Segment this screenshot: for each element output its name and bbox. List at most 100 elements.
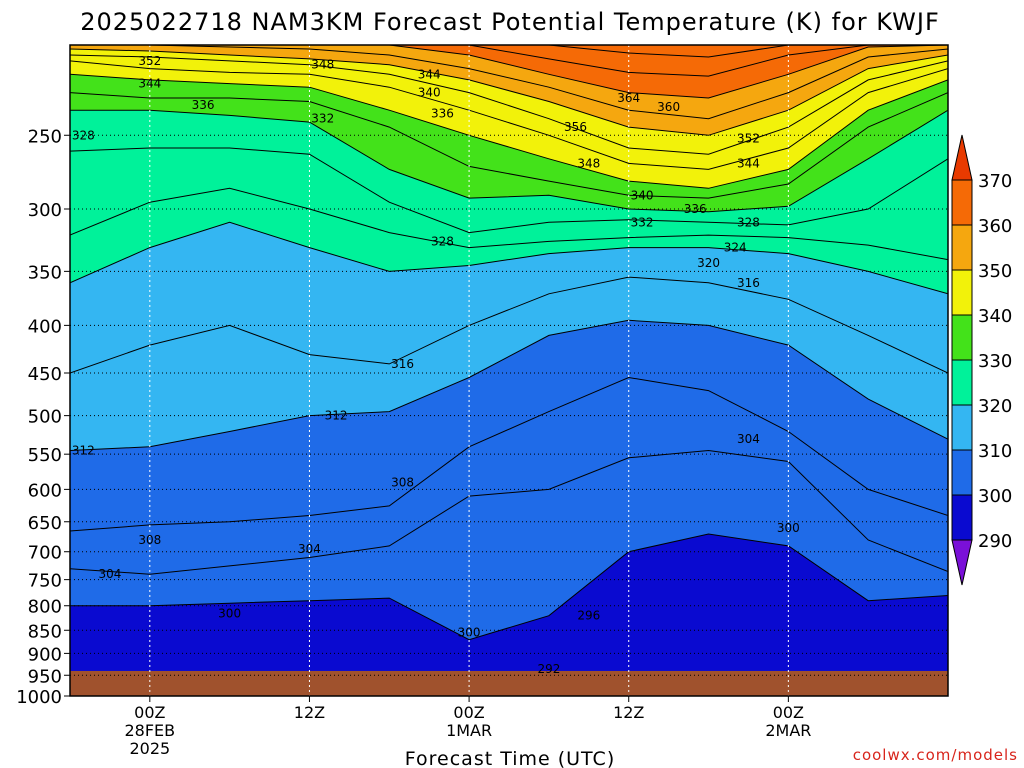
contour-label: 356 [564,120,587,134]
isentrope-336 [70,92,948,199]
colorbar-label: 300 [978,486,1012,507]
contour-label: 328 [72,128,95,142]
contour-label: 364 [617,91,640,105]
y-tick-label: 750 [28,571,62,592]
plot-frame [69,44,949,697]
y-tick-label: 250 [28,126,62,147]
isentrope-356 [70,45,948,120]
colorbar: 290 300 310 320 330 340 350 360 370 [951,134,1012,586]
plot-area: 352 344 348 344 340 336 336 332 328 364 360 356 352 3… [70,45,948,696]
colorbar-segment [951,494,973,541]
contour-label: 336 [684,202,707,216]
colorbar-label: 370 [978,171,1012,192]
isentrope-304 [70,449,948,575]
contour-label: 308 [391,476,414,490]
x-tick-label: 1MAR [446,721,492,740]
y-tick-label: 900 [28,644,62,665]
colorbar-label: 320 [978,396,1012,417]
isentrope-348 [70,54,948,155]
y-tick-label: 950 [28,666,62,687]
isentrope-300 [70,533,948,641]
contour-label: 300 [777,521,800,535]
colorbar-segment [951,314,973,361]
y-tick-label: 850 [28,621,62,642]
contour-label: 340 [631,188,654,202]
contour-label: 320 [697,256,720,270]
y-tick-label: 500 [28,407,62,428]
isentrope-312 [70,319,948,451]
y-tick-label: 700 [28,543,62,564]
colorbar-segment [951,269,973,316]
colorbar-segment [951,449,973,496]
contour-label: 360 [657,100,680,114]
colorbar-top-arrow [951,134,973,181]
y-tick-label: 450 [28,364,62,385]
contour-label: 344 [418,67,441,81]
contour-label: 340 [418,86,441,100]
isentrope-340 [70,73,948,189]
y-tick-label: 800 [28,597,62,618]
chart-title: 2025022718 NAM3KM Forecast Potential Tem… [80,8,940,36]
contour-label: 300 [218,606,241,620]
y-tick-label: 550 [28,445,62,466]
contour-label: 336 [431,107,454,121]
x-tick-label: 00Z [773,703,804,722]
colorbar-label: 340 [978,306,1012,327]
watermark: coolwx.com/models [853,746,1018,764]
contour-label: 304 [737,432,760,446]
y-axis: 2503003504004505005506006507007508008509… [16,126,70,708]
contour-label: 348 [577,156,600,170]
contour-label: 304 [298,542,321,556]
contour-label: 344 [138,77,161,91]
colorbar-label: 360 [978,216,1012,237]
contour-label: 312 [72,443,95,457]
y-tick-label: 350 [28,262,62,283]
contour-label: 328 [431,234,454,248]
colorbar-label: 330 [978,351,1012,372]
isentrope-352 [70,48,948,136]
colorbar-label: 290 [978,531,1012,552]
x-tick-label: 2025 [129,739,170,758]
colorbar-segment [951,224,973,271]
contour-label: 304 [98,567,121,581]
colorbar-label: 310 [978,441,1012,462]
contour-label: 344 [737,156,760,170]
band-fill-368 [70,45,948,57]
isentrope-328 [70,147,948,234]
isentrope-344 [70,60,948,170]
y-tick-label: 1000 [16,687,62,708]
isentrope-364 [70,45,948,77]
contour-label: 316 [391,357,414,371]
surface-terrain [70,670,948,696]
colorbar-segment [951,404,973,451]
contour-label: 296 [577,609,600,623]
contour-label: 316 [737,276,760,290]
contour-label: 336 [192,98,215,112]
x-tick-label: 00Z [134,703,165,722]
y-tick-label: 300 [28,200,62,221]
x-axis-label: Forecast Time (UTC) [405,748,615,768]
contour-label: 352 [138,54,161,68]
contour-label: 312 [325,409,348,423]
isentrope-320 [70,221,948,295]
contour-label: 292 [537,662,560,676]
x-tick-label: 12Z [613,703,644,722]
y-tick-label: 600 [28,480,62,501]
contour-label: 332 [311,112,334,126]
isentrope-332 [70,109,948,213]
contour-label: 300 [458,626,481,640]
contour-label: 324 [724,241,747,255]
contour-label: 348 [311,58,334,72]
contour-label: 328 [737,215,760,229]
colorbar-segment [951,359,973,406]
x-tick-label: 2MAR [765,721,811,740]
x-tick-label: 00Z [453,703,484,722]
x-tick-label: 28FEB [124,721,175,740]
isentrope-360 [70,45,948,99]
isentrope-316 [70,276,948,374]
isentrope-308 [70,376,948,532]
contour-label: 332 [631,215,654,229]
y-tick-label: 650 [28,513,62,534]
